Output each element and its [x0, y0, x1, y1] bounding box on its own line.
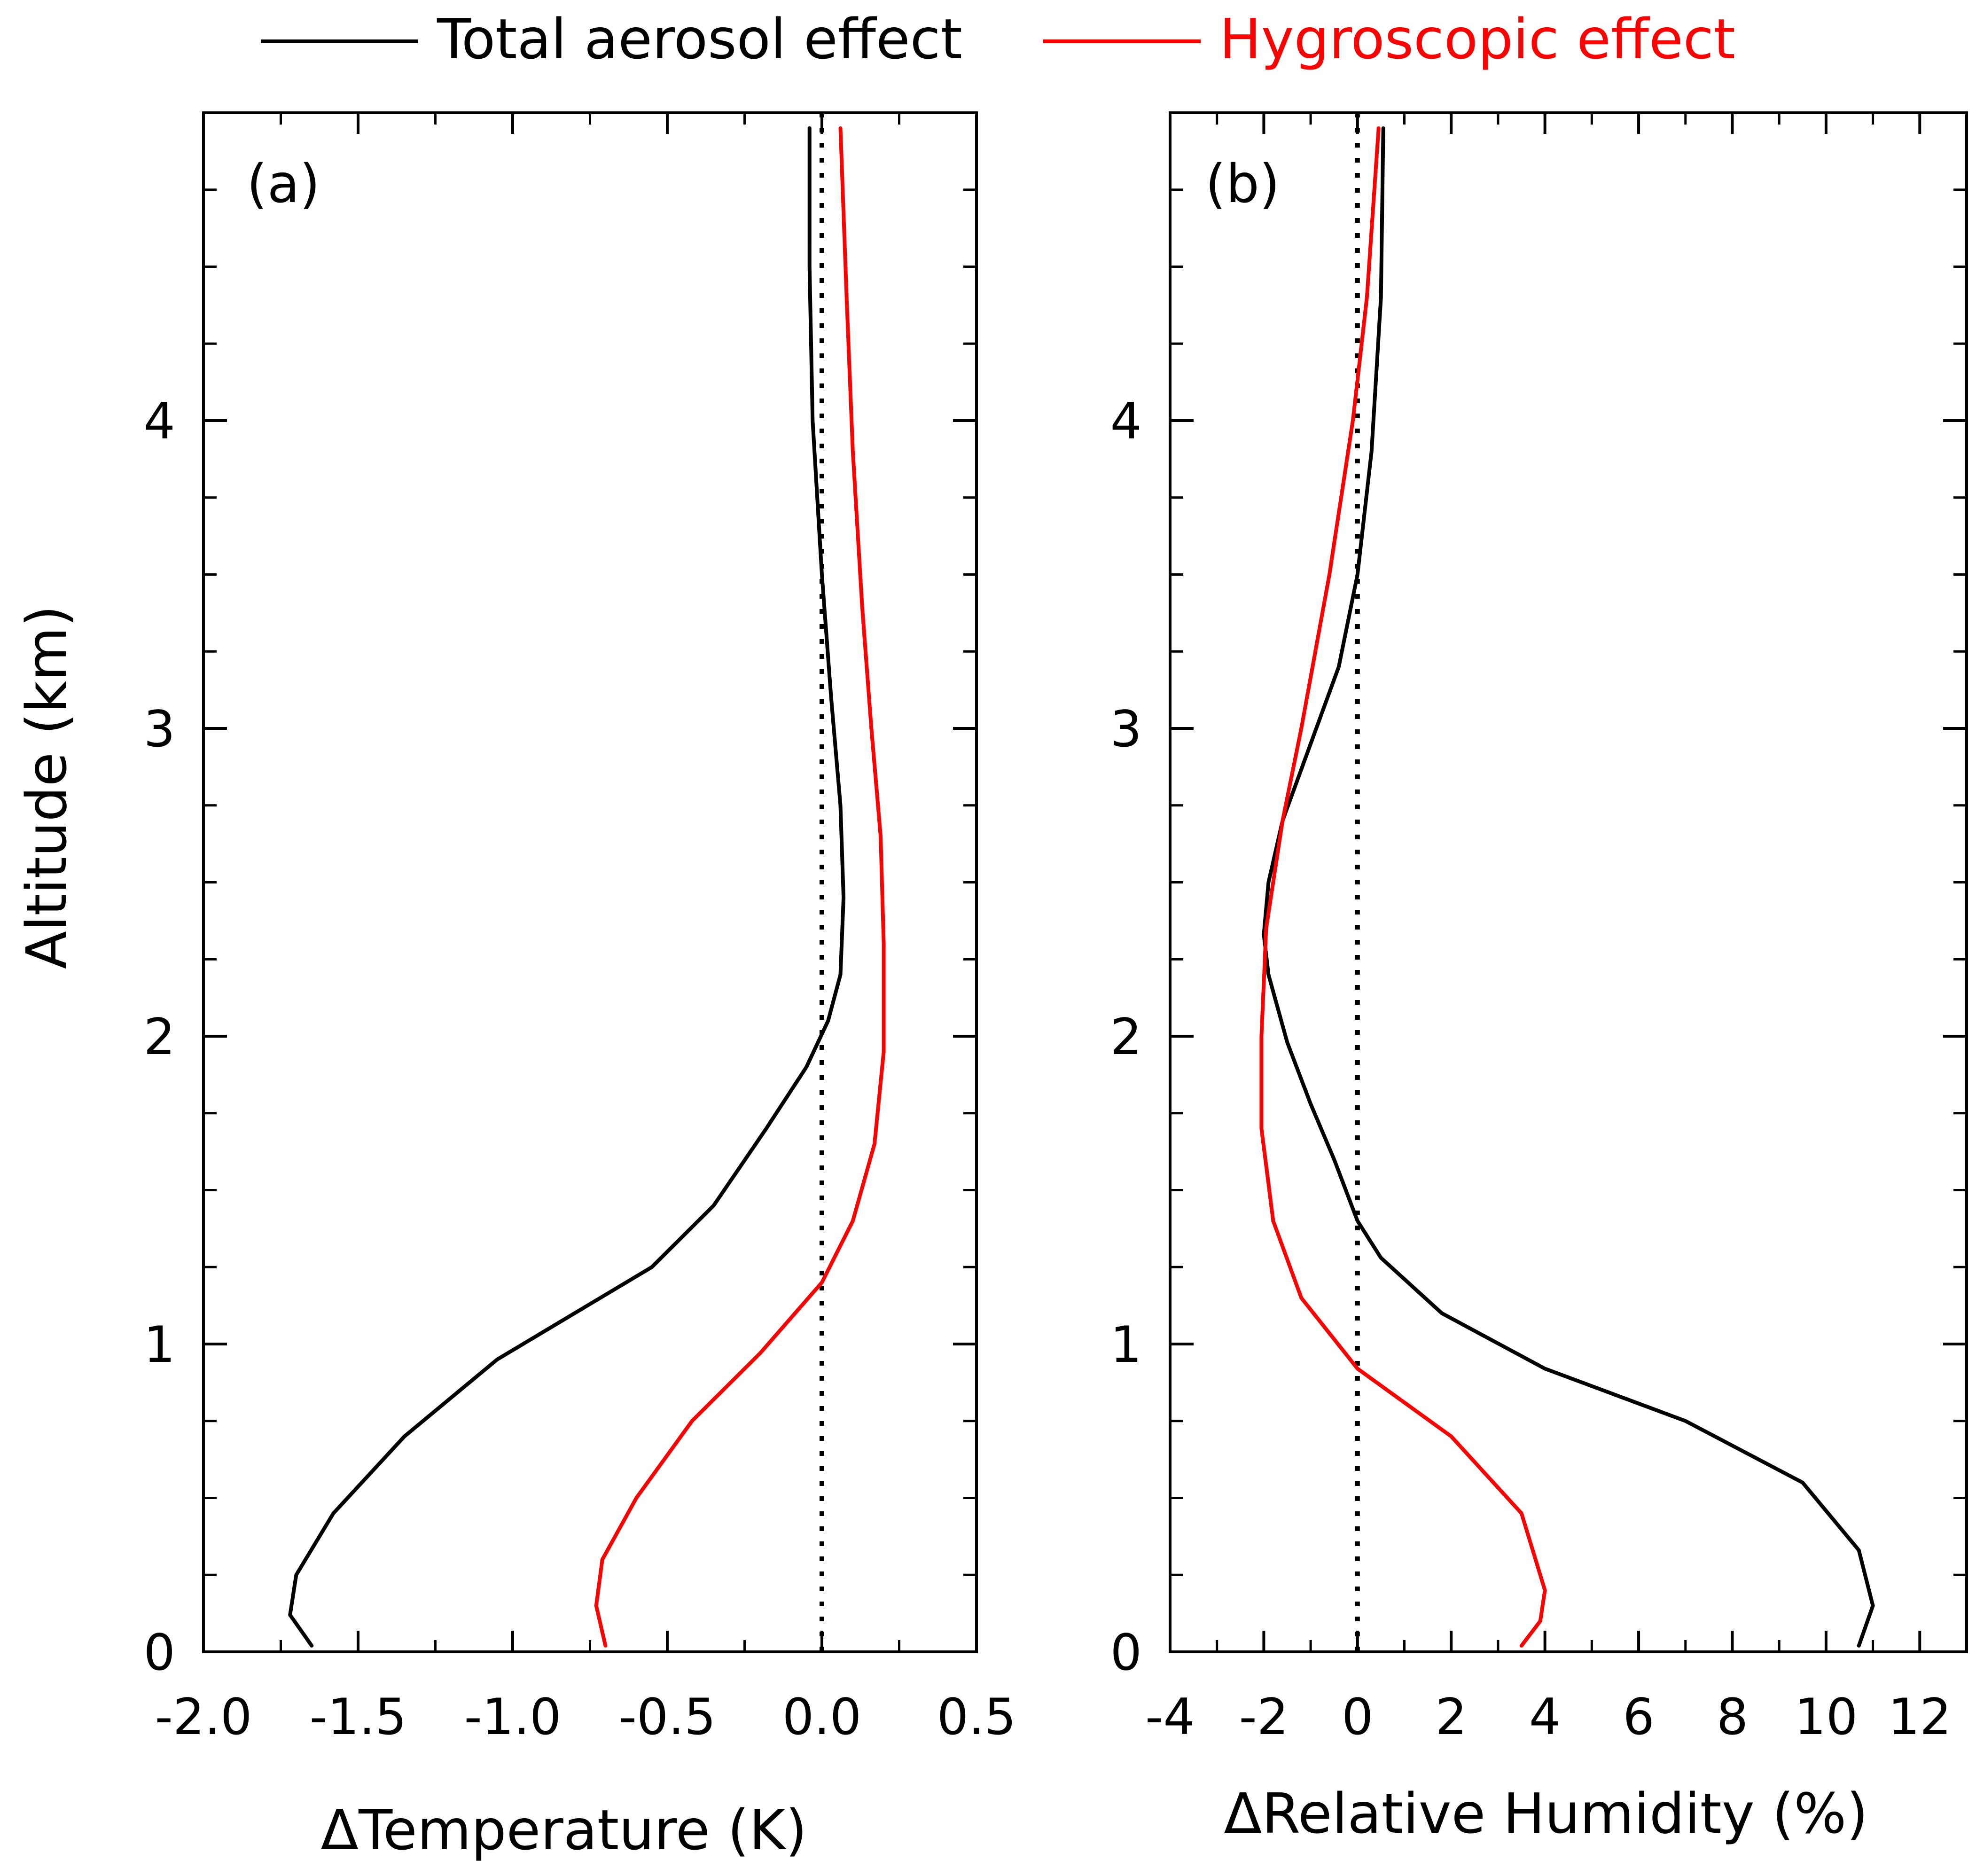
panel-b-xlabel: ΔRelative Humidity (%) — [1224, 1781, 1868, 1846]
panel-a-series-hygroscopic-line — [594, 126, 886, 1648]
legend-label-hygroscopic: Hygroscopic effect — [1219, 7, 1735, 71]
panel-a-ytick-label: 2 — [144, 1008, 175, 1066]
panel-a-xtick-label: -1.0 — [464, 1688, 562, 1746]
legend-label-total: Total aerosol effect — [437, 7, 962, 71]
panel-b-xtick-label: 12 — [1888, 1688, 1952, 1746]
panel-b-xtick-label: 0 — [1342, 1688, 1373, 1746]
panel-b-ytick-label: 0 — [1110, 1624, 1142, 1681]
panel-b-ytick-label: 2 — [1110, 1008, 1142, 1066]
panel-a-xlabel: ΔTemperature (K) — [320, 1798, 807, 1862]
panel-b-xtick-label: 2 — [1436, 1688, 1467, 1746]
panel-a: -2.0 -1.5 -1.0 -0.5 0.0 0.5 0 1 2 3 4 (a) ΔTempera… — [14, 111, 1016, 1862]
panel-a-xtick-label: -2.0 — [155, 1688, 252, 1746]
panel-b-series-total-line — [1262, 126, 1875, 1648]
panel-b-frame — [1169, 111, 1968, 1653]
panel-b-xtick-label: -4 — [1145, 1688, 1195, 1746]
panel-a-xtick-label: -0.5 — [619, 1688, 716, 1746]
panel-a-ytick-label: 1 — [144, 1316, 175, 1374]
panel-b-label: (b) — [1205, 154, 1280, 215]
panel-a-ytick-label: 3 — [144, 700, 175, 758]
panel-a-ytick-label: 0 — [144, 1624, 175, 1681]
panel-b-xtick-label: 4 — [1529, 1688, 1561, 1746]
panel-b-ytick-label: 3 — [1110, 700, 1142, 758]
panel-a-series-group — [288, 126, 886, 1648]
panel-a-xtick-label: 0.0 — [782, 1688, 862, 1746]
panel-a-frame — [202, 111, 978, 1653]
panel-b-xtick-label: 6 — [1623, 1688, 1654, 1746]
panel-b-ytick-label: 1 — [1110, 1316, 1142, 1374]
panel-b-xtick-label: 8 — [1717, 1688, 1748, 1746]
panel-a-xtick-label: 0.5 — [937, 1688, 1016, 1746]
panel-b-series-group — [1259, 126, 1875, 1648]
panel-a-label: (a) — [247, 154, 320, 215]
panel-a-series-total-line — [288, 126, 846, 1648]
panel-a-xtick-label: -1.5 — [310, 1688, 407, 1746]
legend: Total aerosol effect Hygroscopic effect — [261, 7, 1735, 71]
panel-b-xtick-label: -2 — [1239, 1688, 1289, 1746]
panel-b-ytick-label: 4 — [1110, 392, 1142, 450]
panel-b-series-hygroscopic-line — [1259, 126, 1547, 1648]
panel-a-ylabel: Altitude (km) — [14, 605, 79, 969]
panel-a-ticks: -2.0 -1.5 -1.0 -0.5 0.0 0.5 0 1 2 3 4 — [144, 111, 1016, 1746]
panel-a-ytick-label: 4 — [144, 392, 175, 450]
panel-b-xtick-label: 10 — [1794, 1688, 1858, 1746]
